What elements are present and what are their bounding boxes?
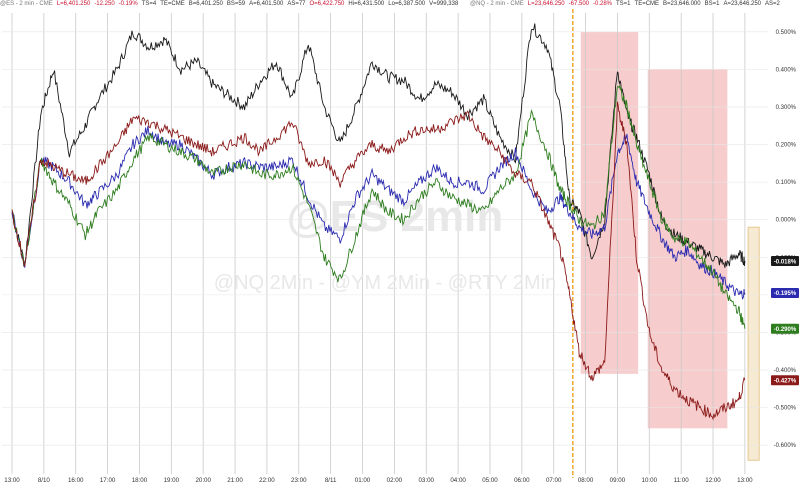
x-tick-label: 09:00	[610, 477, 626, 484]
highlight-region	[747, 226, 760, 461]
series-line-ym	[11, 84, 746, 329]
left-field: V=999,338	[429, 1, 459, 7]
x-tick-label: 21:00	[227, 477, 243, 484]
left-field: BS=59	[226, 1, 246, 7]
y-tick-label: -0.400%	[774, 368, 797, 374]
x-tick-label: 03:00	[418, 477, 434, 484]
grid-layer	[2, 9, 768, 478]
x-tick-label: 12:00	[705, 477, 721, 484]
last-value-text: -0.427%	[774, 378, 797, 384]
x-tick-label: 11:00	[674, 477, 690, 484]
last-value-label: -0.018%	[771, 256, 799, 267]
x-tick-label: 05:00	[482, 477, 498, 484]
last-value-box	[771, 256, 799, 267]
x-tick-label: 04:00	[450, 477, 466, 484]
series-line-nq	[11, 125, 746, 300]
left-field: -12.250	[94, 1, 115, 7]
left-field: TE=CME	[160, 1, 185, 7]
main-chart[interactable]: @ES 2min @NQ 2Min - @YM 2Min - @RTY 2Min…	[0, 9, 800, 488]
left-field: O=6,422.750	[309, 1, 345, 7]
y-tick-label: -0.600%	[774, 443, 797, 449]
series-line-es	[11, 23, 746, 268]
left-field: A=6,401.500	[249, 1, 284, 7]
last-value-text: -0.195%	[774, 291, 797, 297]
left-field: TS=4	[141, 1, 157, 7]
last-value-box	[771, 375, 799, 386]
left-field: @ES - 2 min - CME	[0, 1, 53, 7]
right-field: TS=1	[616, 1, 631, 7]
left-field: AS=77	[287, 1, 306, 7]
left-field: L=6,401.250	[56, 1, 91, 7]
left-field: Lo=6,387.500	[388, 1, 426, 7]
right-field: A=23,646.250	[723, 1, 761, 7]
right-field: L=23,646.250	[527, 1, 565, 7]
watermark-sub: @NQ 2Min - @YM 2Min - @RTY 2Min	[214, 272, 556, 294]
right-field: AS=2	[765, 1, 780, 7]
left-field: -0.19%	[118, 1, 138, 7]
x-tick-label: 8/10	[38, 477, 51, 484]
left-field: Hi=6,431.500	[348, 1, 385, 7]
y-tick-label: 0.000%	[776, 218, 797, 224]
y-axis: 0.500% 0.400% 0.300% 0.200% 0.100% 0.000% -0.1…	[774, 30, 797, 449]
last-value-label: -0.290%	[771, 323, 799, 334]
y-tick-label: 0.400%	[776, 67, 797, 73]
x-tick-label: 20:00	[195, 477, 211, 484]
right-field: -67.500	[568, 1, 589, 7]
last-value-box	[771, 323, 799, 334]
y-tick-label: -0.500%	[774, 406, 797, 412]
ticker-bar: @ES - 2 min - CME L=6,401.250 -12.250 -0.19…	[0, 0, 800, 9]
series-line-rty	[11, 101, 746, 421]
x-tick-label: 22:00	[259, 477, 275, 484]
x-tick-label: 10:00	[642, 477, 658, 484]
right-field: B=23,646.000	[663, 1, 701, 7]
right-field: BS=1	[704, 1, 720, 7]
x-tick-label: 17:00	[100, 477, 116, 484]
x-axis: 13:00 8/10 16:00 17:00 18:00 19:00 20:00 21:00 2…	[4, 477, 753, 484]
y-tick-label: 0.200%	[776, 143, 797, 149]
last-value-label: -0.195%	[771, 287, 799, 298]
x-tick-label: 02:00	[387, 477, 403, 484]
left-field: B=6,401.250	[188, 1, 223, 7]
last-value-text: -0.018%	[774, 259, 797, 265]
y-tick-label: 0.100%	[776, 180, 797, 186]
y-tick-label: 0.500%	[776, 30, 797, 36]
last-value-text: -0.290%	[774, 327, 797, 333]
right-field: TE=CME	[634, 1, 660, 7]
x-tick-label: 23:00	[291, 477, 307, 484]
x-tick-label: 08:00	[578, 477, 594, 484]
last-value-label: -0.427%	[771, 375, 799, 386]
x-tick-label: 07:00	[546, 477, 562, 484]
x-tick-label: 18:00	[132, 477, 148, 484]
series-layer	[11, 23, 746, 421]
highlight-region	[580, 31, 639, 374]
x-tick-label: 01:00	[355, 477, 371, 484]
right-field: @NQ - 2 min - CME	[470, 1, 524, 7]
last-value-labels: -0.018% -0.195% -0.290% -0.427%	[771, 256, 799, 386]
x-tick-label: 13:00	[4, 477, 20, 484]
x-tick-label: 16:00	[68, 477, 84, 484]
x-tick-label: 19:00	[164, 477, 180, 484]
y-tick-label: 0.300%	[776, 105, 797, 111]
ticker-left: @ES - 2 min - CME L=6,401.250 -12.250 -0.19…	[0, 1, 462, 7]
last-value-box	[771, 287, 799, 298]
x-tick-label: 13:00	[737, 477, 753, 484]
right-field: -0.28%	[593, 1, 613, 7]
background-layer	[580, 31, 760, 461]
x-tick-label: 06:00	[514, 477, 530, 484]
x-tick-label: 8/11	[325, 477, 337, 484]
ticker-right: @NQ - 2 min - CME L=23,646.250 -67.500 -0.2…	[470, 1, 784, 7]
